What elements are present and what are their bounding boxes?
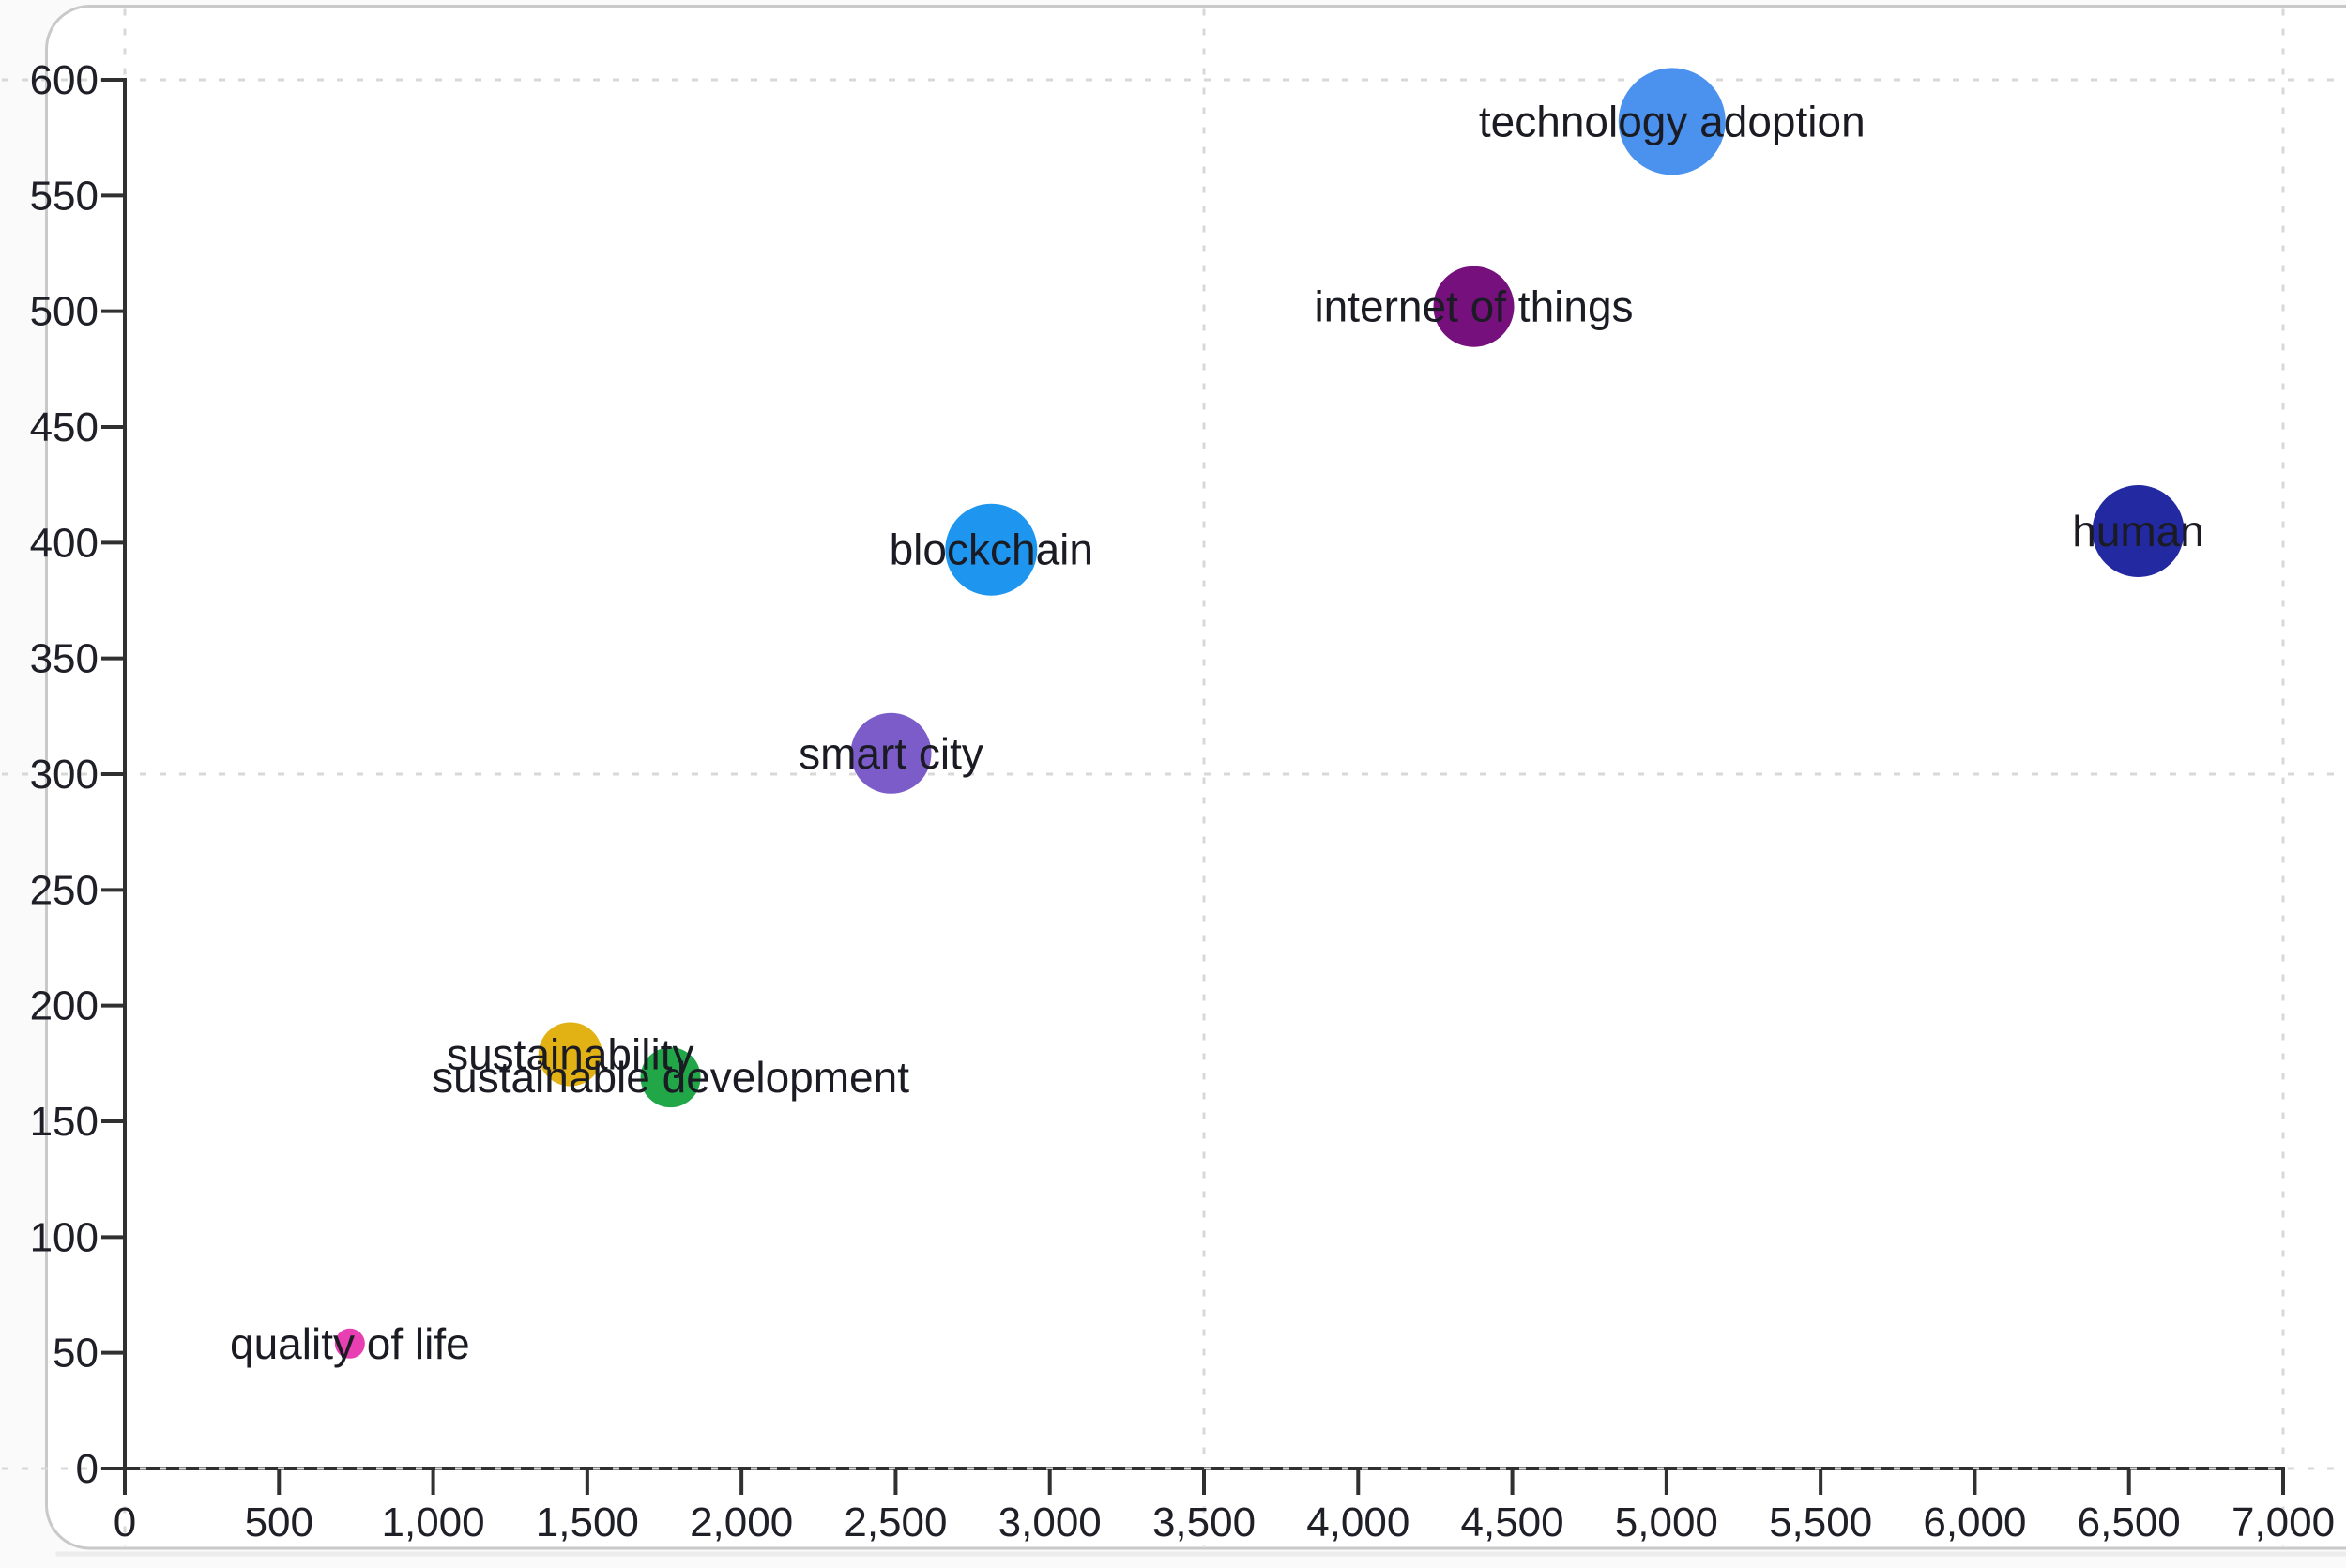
bubble-blockchain[interactable]: [945, 503, 1038, 596]
bubble-label-internet-of-things: internet of things: [1314, 282, 1633, 331]
x-tick-label: 5,000: [1615, 1499, 1718, 1545]
x-tick-label: 4,000: [1306, 1499, 1409, 1545]
x-tick-label: 3,000: [998, 1499, 1102, 1545]
bubble-label-sustainable-development: sustainable development: [432, 1053, 909, 1102]
y-tick-label: 350: [30, 636, 99, 682]
y-tick-label: 600: [30, 57, 99, 103]
x-tick-label: 5,500: [1769, 1499, 1872, 1545]
x-tick-label: 6,500: [2078, 1499, 2181, 1545]
y-tick-label: 500: [30, 289, 99, 335]
y-tick-label: 400: [30, 520, 99, 566]
bubble-label-quality-of-life: quality of life: [230, 1319, 470, 1368]
bubble-label-sustainability: sustainability: [447, 1029, 693, 1078]
x-tick-label: 2,500: [844, 1499, 947, 1545]
bubble-label-technology-adoption: technology adoption: [1479, 97, 1866, 145]
x-tick-label: 6,000: [1923, 1499, 2026, 1545]
x-tick-label: 1,500: [536, 1499, 639, 1545]
chart-frame: [45, 5, 2346, 1550]
y-tick-label: 250: [30, 867, 99, 913]
bubble-quality-of-life[interactable]: [334, 1328, 365, 1359]
bubble-label-smart-city: smart city: [799, 729, 983, 778]
y-tick-label: 300: [30, 752, 99, 798]
y-tick-label: 100: [30, 1214, 99, 1260]
y-tick-label: 550: [30, 173, 99, 219]
bubble-internet-of-things[interactable]: [1433, 266, 1515, 347]
bubble-technology-adoption[interactable]: [1618, 68, 1726, 175]
y-tick-label: 450: [30, 404, 99, 450]
x-tick-label: 1,000: [382, 1499, 485, 1545]
x-tick-label: 500: [245, 1499, 313, 1545]
x-tick-label: 7,000: [2232, 1499, 2335, 1545]
bubble-smart-city[interactable]: [850, 712, 932, 794]
y-tick-label: 200: [30, 983, 99, 1029]
x-tick-label: 4,500: [1461, 1499, 1564, 1545]
y-tick-label: 50: [53, 1331, 99, 1377]
y-tick-label: 0: [76, 1446, 99, 1492]
bubble-label-human: human: [2072, 507, 2204, 556]
bubble-sustainability[interactable]: [538, 1022, 602, 1087]
x-tick-label: 3,500: [1152, 1499, 1256, 1545]
bubble-label-blockchain: blockchain: [890, 525, 1093, 574]
x-tick-label: 2,000: [690, 1499, 793, 1545]
bubble-sustainable-development[interactable]: [640, 1047, 701, 1108]
y-tick-label: 150: [30, 1099, 99, 1145]
bubble-human[interactable]: [2092, 485, 2185, 577]
x-tick-label: 0: [114, 1499, 136, 1545]
